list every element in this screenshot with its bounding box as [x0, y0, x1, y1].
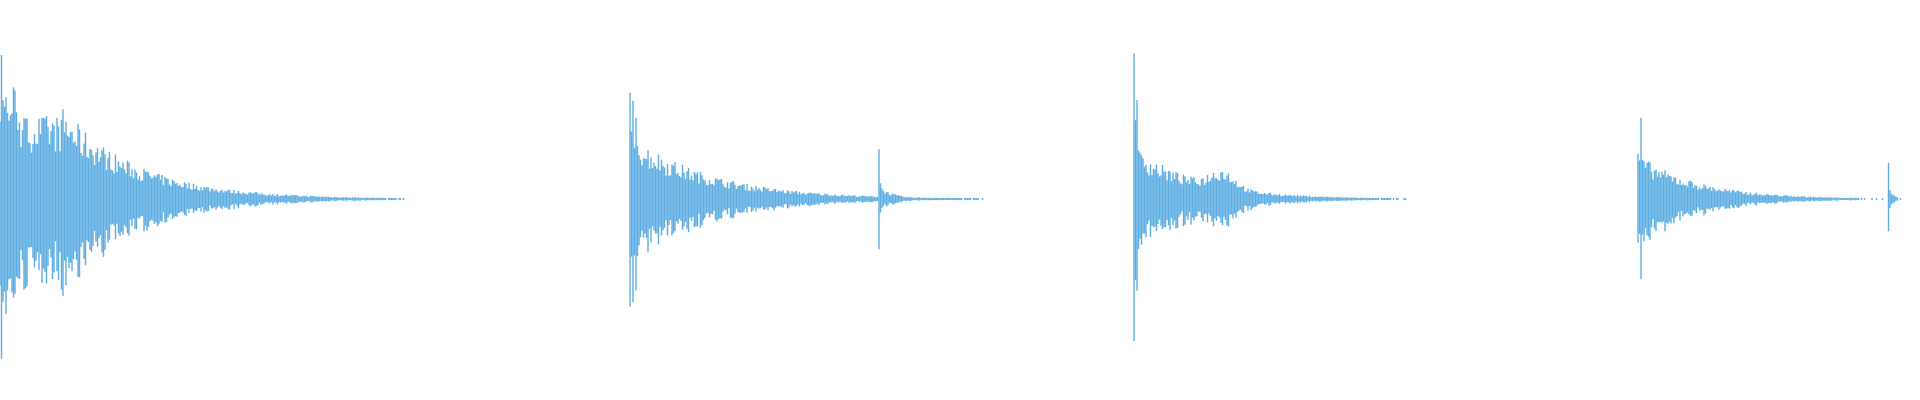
waveform-bars — [0, 53, 1902, 359]
